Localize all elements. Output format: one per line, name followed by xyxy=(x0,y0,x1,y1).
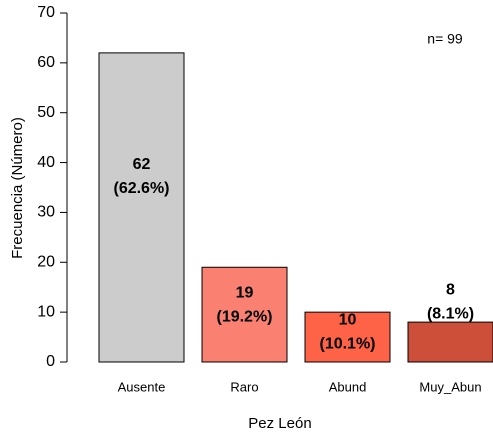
value-label: 10 xyxy=(339,311,357,328)
percent-label: (10.1%) xyxy=(319,335,375,352)
value-label: 62 xyxy=(133,156,151,173)
y-tick-label: 40 xyxy=(37,154,55,171)
bar xyxy=(201,266,288,363)
y-tick-label: 10 xyxy=(37,303,55,320)
value-label: 19 xyxy=(236,284,254,301)
percent-label: (8.1%) xyxy=(427,305,474,322)
percent-label: (19.2%) xyxy=(216,308,272,325)
x-tick-label: Muy_Abun xyxy=(419,379,481,394)
bar xyxy=(98,52,185,363)
value-label: 8 xyxy=(446,281,455,298)
y-tick-label: 30 xyxy=(37,204,55,221)
annotation: n= 99 xyxy=(427,31,463,47)
x-tick-label: Raro xyxy=(230,379,258,394)
y-tick-label: 60 xyxy=(37,54,55,71)
y-tick-label: 50 xyxy=(37,104,55,121)
y-tick-label: 20 xyxy=(37,254,55,271)
percent-label: (62.6%) xyxy=(113,180,169,197)
y-axis-title: Frecuencia (Número) xyxy=(9,117,26,259)
bar xyxy=(407,321,493,363)
y-tick-label: 70 xyxy=(37,4,55,21)
x-tick-label: Ausente xyxy=(118,379,166,394)
x-axis-title: Pez León xyxy=(248,415,311,432)
x-tick-label: Abund xyxy=(329,379,367,394)
y-tick-label: 0 xyxy=(46,353,55,370)
bar xyxy=(304,311,391,363)
